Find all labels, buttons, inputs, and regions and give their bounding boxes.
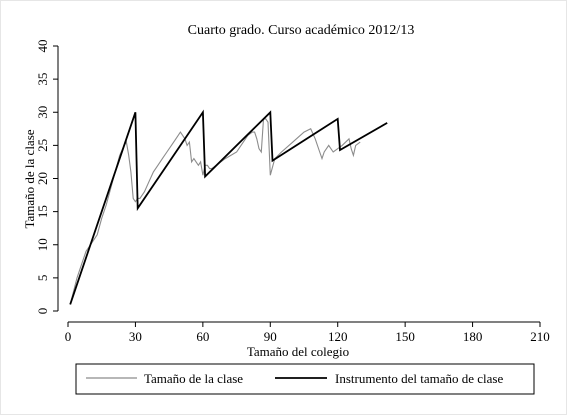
x-tick-label: 60 bbox=[196, 329, 209, 344]
x-tick-label: 210 bbox=[530, 329, 550, 344]
legend: Tamaño de la clase Instrumento del tamañ… bbox=[75, 363, 535, 395]
y-axis-label: Tamaño de la clase bbox=[22, 129, 37, 228]
x-tick-label: 0 bbox=[65, 329, 72, 344]
y-tick-label: 20 bbox=[35, 172, 50, 185]
x-tick-label: 150 bbox=[395, 329, 415, 344]
y-tick-label: 35 bbox=[35, 73, 50, 86]
axes: 0 5 10 15 20 25 30 35 40 0 30 60 90 120 150 180 210 bbox=[35, 40, 550, 345]
series-line-1 bbox=[69, 118, 361, 305]
y-tick-label: 10 bbox=[35, 238, 50, 251]
y-tick-label: 25 bbox=[35, 139, 50, 152]
x-tick-label: 180 bbox=[463, 329, 483, 344]
y-tick-label: 30 bbox=[35, 106, 50, 119]
series-line-2 bbox=[69, 109, 388, 305]
legend-box bbox=[75, 363, 535, 395]
x-tick-label: 90 bbox=[264, 329, 277, 344]
y-tick-label: 5 bbox=[35, 275, 50, 282]
y-tick-label: 40 bbox=[35, 40, 50, 53]
series-layer bbox=[69, 109, 388, 305]
legend-label-series-2: Instrumento del tamaño de clase bbox=[335, 371, 503, 386]
x-tick-label: 120 bbox=[328, 329, 348, 344]
y-tick-label: 15 bbox=[35, 205, 50, 218]
x-tick-label: 30 bbox=[129, 329, 142, 344]
y-tick-label: 0 bbox=[35, 308, 50, 315]
chart-title: Cuarto grado. Curso académico 2012/13 bbox=[188, 23, 415, 38]
x-axis-label: Tamaño del colegio bbox=[247, 344, 349, 359]
legend-label-series-1: Tamaño de la clase bbox=[144, 371, 243, 386]
